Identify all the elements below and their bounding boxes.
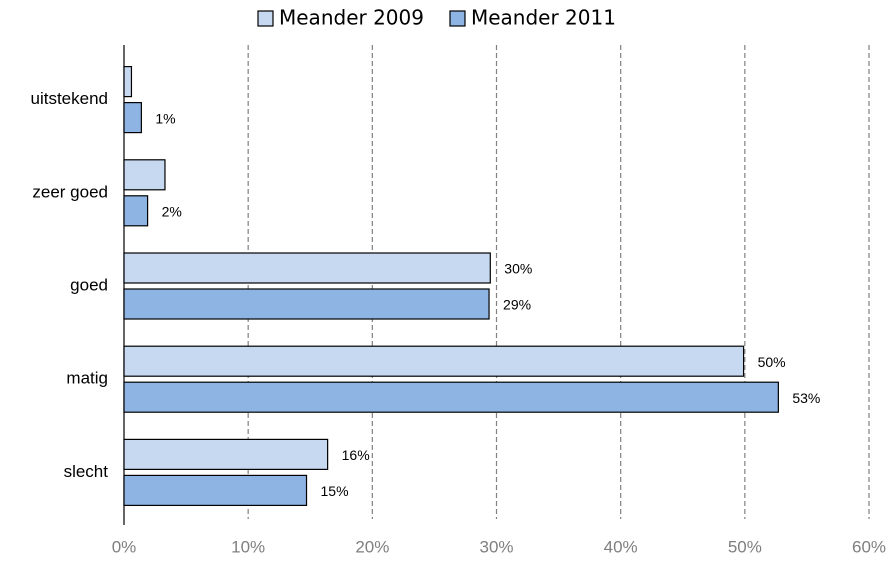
- x-tick-label: 40%: [604, 537, 638, 556]
- x-tick-label: 50%: [728, 537, 762, 556]
- x-tick-label: 20%: [355, 537, 389, 556]
- bar: [123, 288, 490, 320]
- data-label: 30%: [504, 261, 532, 277]
- x-tick-label: 60%: [852, 537, 886, 556]
- y-tick-label: uitstekend: [31, 89, 109, 108]
- bar: [123, 381, 779, 413]
- y-tick-label: goed: [70, 275, 108, 294]
- bar: [123, 195, 149, 227]
- data-label: 15%: [321, 483, 349, 499]
- bar: [123, 345, 745, 377]
- data-label: 53%: [792, 390, 820, 406]
- bar: [123, 474, 308, 506]
- legend-swatch: [449, 10, 466, 27]
- y-tick-label: slecht: [64, 462, 109, 481]
- legend-swatch: [257, 10, 274, 27]
- y-tick-label: matig: [66, 369, 108, 388]
- bar: [123, 159, 166, 191]
- bar: [123, 252, 491, 284]
- data-label: 2%: [162, 204, 182, 220]
- bar: [123, 438, 329, 470]
- x-tick-label: 30%: [479, 537, 513, 556]
- bar: [123, 65, 133, 98]
- x-tick-label: 0%: [112, 537, 137, 556]
- legend-label: Meander 2011: [471, 6, 616, 30]
- y-tick-label: zeer goed: [32, 182, 108, 201]
- data-label: 50%: [758, 354, 786, 370]
- legend-label: Meander 2009: [279, 6, 424, 30]
- data-label: 16%: [342, 447, 370, 463]
- x-tick-label: 10%: [231, 537, 265, 556]
- data-label: 1%: [155, 110, 175, 126]
- bar: [123, 101, 142, 134]
- data-label: 29%: [503, 297, 531, 313]
